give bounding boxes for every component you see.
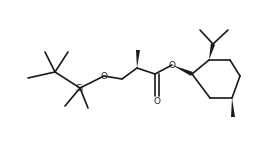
Polygon shape bbox=[231, 98, 235, 117]
Text: O: O bbox=[153, 97, 161, 105]
Polygon shape bbox=[209, 43, 215, 60]
Text: Si: Si bbox=[76, 83, 84, 93]
Polygon shape bbox=[136, 50, 140, 68]
Polygon shape bbox=[172, 65, 193, 76]
Text: O: O bbox=[168, 61, 176, 69]
Text: O: O bbox=[100, 71, 108, 81]
